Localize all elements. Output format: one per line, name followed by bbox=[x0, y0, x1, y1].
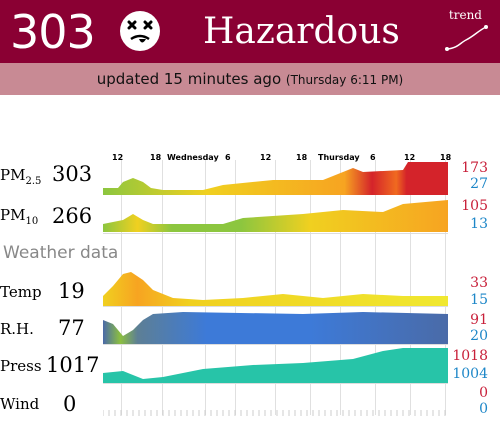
pm10-value: 266 bbox=[52, 204, 93, 228]
rh-chart bbox=[103, 312, 448, 344]
press-max: 1018 bbox=[452, 348, 488, 364]
timeline-label: 18 bbox=[440, 153, 452, 162]
wind-chart bbox=[103, 410, 446, 416]
updated-text: updated 15 minutes ago bbox=[96, 70, 282, 88]
timeline-label: 12 bbox=[260, 153, 272, 162]
trend-button[interactable]: trend bbox=[440, 8, 492, 56]
trend-icon bbox=[445, 25, 488, 51]
timeline-label: 18 bbox=[150, 153, 162, 162]
press-chart bbox=[103, 348, 448, 383]
rh-max: 91 bbox=[470, 312, 488, 328]
temp-chart bbox=[103, 272, 448, 306]
grid-line bbox=[445, 160, 446, 415]
pm10-chart bbox=[103, 200, 448, 232]
rh-label: R.H. bbox=[0, 320, 34, 338]
rh-value: 77 bbox=[58, 316, 85, 340]
timeline-label: Wednesday bbox=[167, 153, 219, 162]
timeline-label: 6 bbox=[370, 153, 376, 162]
wind-label: Wind bbox=[0, 395, 40, 413]
section-title: Weather data bbox=[3, 243, 119, 263]
grid-line bbox=[340, 160, 341, 415]
pm25-min: 27 bbox=[470, 176, 488, 192]
press-value: 1017 bbox=[46, 353, 100, 377]
grid-line bbox=[205, 160, 206, 415]
timeline-label: 18 bbox=[296, 153, 308, 162]
grid-line bbox=[410, 160, 411, 415]
press-label: Press bbox=[0, 357, 42, 375]
grid-line bbox=[310, 160, 311, 415]
grid-line bbox=[235, 160, 236, 415]
timeline-label: 12 bbox=[112, 153, 124, 162]
pm25-label: PM2.5 bbox=[0, 166, 42, 187]
timeline-label: 12 bbox=[404, 153, 416, 162]
temp-min: 15 bbox=[470, 292, 488, 308]
pm25-value: 303 bbox=[52, 162, 93, 186]
aqi-value: 303 bbox=[10, 5, 96, 59]
aqi-level: Hazardous bbox=[203, 11, 400, 52]
wind-max: 0 bbox=[479, 385, 488, 401]
timeline-label: 6 bbox=[225, 153, 231, 162]
grid-line bbox=[275, 160, 276, 415]
updated-time: (Thursday 6:11 PM) bbox=[285, 73, 404, 87]
temp-max: 33 bbox=[470, 275, 488, 291]
rh-min: 20 bbox=[470, 328, 488, 344]
pm25-chart bbox=[103, 162, 448, 195]
grid-line bbox=[375, 160, 376, 415]
timeline-label: Thursday bbox=[318, 153, 360, 162]
press-min: 1004 bbox=[452, 366, 488, 382]
wind-min: 0 bbox=[479, 401, 488, 417]
pm10-label: PM10 bbox=[0, 206, 39, 227]
pm10-min: 13 bbox=[470, 216, 488, 232]
temp-label: Temp bbox=[0, 283, 42, 301]
trend-label: trend bbox=[448, 8, 482, 22]
dizzy-face-icon bbox=[120, 11, 160, 51]
pm25-max: 173 bbox=[461, 160, 488, 176]
temp-value: 19 bbox=[58, 279, 85, 303]
grid-line bbox=[162, 160, 163, 415]
updated-bar: updated 15 minutes ago (Thursday 6:11 PM… bbox=[0, 63, 500, 95]
row-divider bbox=[103, 383, 448, 384]
row-divider bbox=[103, 306, 448, 307]
row-divider bbox=[103, 344, 448, 345]
row-divider bbox=[103, 233, 448, 234]
pm10-max: 105 bbox=[461, 198, 488, 214]
aqi-header: 303 Hazardous trend bbox=[0, 0, 500, 63]
wind-value: 0 bbox=[63, 392, 77, 416]
